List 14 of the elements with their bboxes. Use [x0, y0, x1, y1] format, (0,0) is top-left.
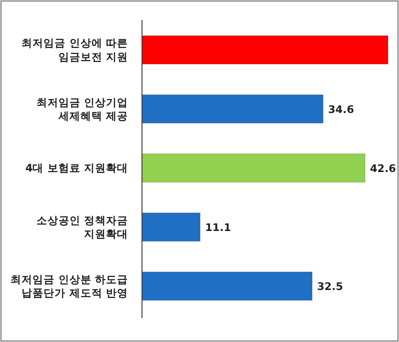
bar — [142, 153, 366, 183]
y-tick-label: 최저임금 인상기업 세제혜택 제공 — [36, 96, 128, 122]
data-label: 42.6 — [370, 163, 396, 175]
bar — [142, 272, 313, 301]
bar — [142, 212, 200, 242]
bar — [142, 94, 324, 124]
y-tick-label: 최저임금 인상에 따른 임금보전 지원 — [22, 38, 128, 64]
bar — [142, 35, 388, 64]
data-label: 32.5 — [317, 281, 344, 294]
data-label: 34.6 — [328, 104, 354, 116]
data-label: 11.1 — [205, 222, 232, 234]
y-tick-label: 소상공인 정책자금 지원확대 — [36, 214, 128, 241]
y-tick-label: 최저임금 인상분 하도급 납품단가 제도적 반영 — [10, 274, 128, 300]
y-tick-label: 4대 보험료 지원확대 — [25, 162, 128, 175]
